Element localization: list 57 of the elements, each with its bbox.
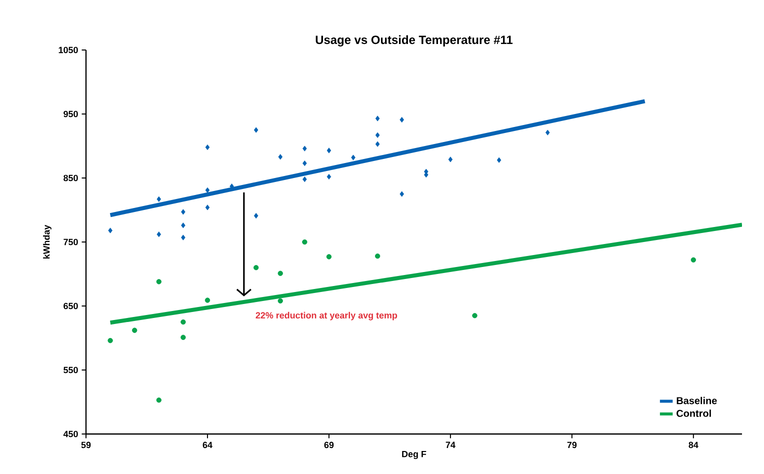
point	[278, 270, 283, 276]
point	[253, 265, 259, 270]
point	[205, 187, 210, 193]
point	[400, 191, 404, 197]
y-tick-label: 750	[64, 238, 78, 246]
point	[180, 319, 186, 325]
point	[181, 234, 186, 240]
annotation: 22% reduction at yearly avg temp	[256, 312, 398, 320]
x-axis-title: Deg F	[402, 450, 426, 460]
point	[205, 144, 210, 150]
point	[545, 130, 550, 136]
point	[448, 156, 453, 162]
x-tick-label: 79	[567, 442, 577, 448]
point	[326, 254, 332, 260]
point	[181, 209, 186, 215]
point	[326, 148, 332, 154]
x-tick-label: 59	[81, 442, 91, 448]
point	[132, 328, 138, 333]
point	[156, 397, 162, 403]
y-tick-label: 850	[64, 174, 78, 182]
point	[375, 141, 380, 147]
point	[156, 279, 162, 284]
y-axis-title: kWhday	[43, 224, 52, 259]
point	[156, 196, 162, 202]
point	[472, 313, 478, 318]
point	[302, 239, 308, 245]
point	[278, 298, 283, 304]
chart-title: Usage vs Outside Temperature #11	[316, 35, 513, 46]
x-tick-label: 64	[202, 442, 212, 448]
point	[375, 116, 380, 122]
point	[108, 338, 113, 344]
point	[690, 257, 696, 263]
point	[374, 253, 380, 259]
y-tick-label: 550	[64, 366, 78, 374]
x-tick-label: 74	[446, 442, 456, 448]
point	[156, 232, 162, 238]
point	[108, 228, 112, 234]
y-tick-label: 450	[63, 430, 78, 438]
x-tick-label: 69	[324, 442, 334, 448]
x-tick-label: 84	[688, 442, 698, 448]
point	[205, 204, 210, 210]
point	[326, 174, 332, 180]
point	[181, 222, 186, 228]
legend-label: Control	[676, 410, 711, 417]
point	[278, 154, 283, 160]
point	[375, 132, 380, 138]
legend-label: Baseline	[676, 396, 717, 404]
y-tick-label: 1050	[58, 46, 78, 54]
point	[351, 154, 356, 160]
y-tick-label: 950	[64, 110, 78, 118]
y-tick-label: 650	[64, 302, 78, 310]
point	[204, 298, 210, 303]
point	[254, 212, 258, 219]
point	[496, 157, 502, 163]
point	[254, 127, 258, 133]
point	[302, 146, 307, 152]
point	[180, 334, 186, 340]
